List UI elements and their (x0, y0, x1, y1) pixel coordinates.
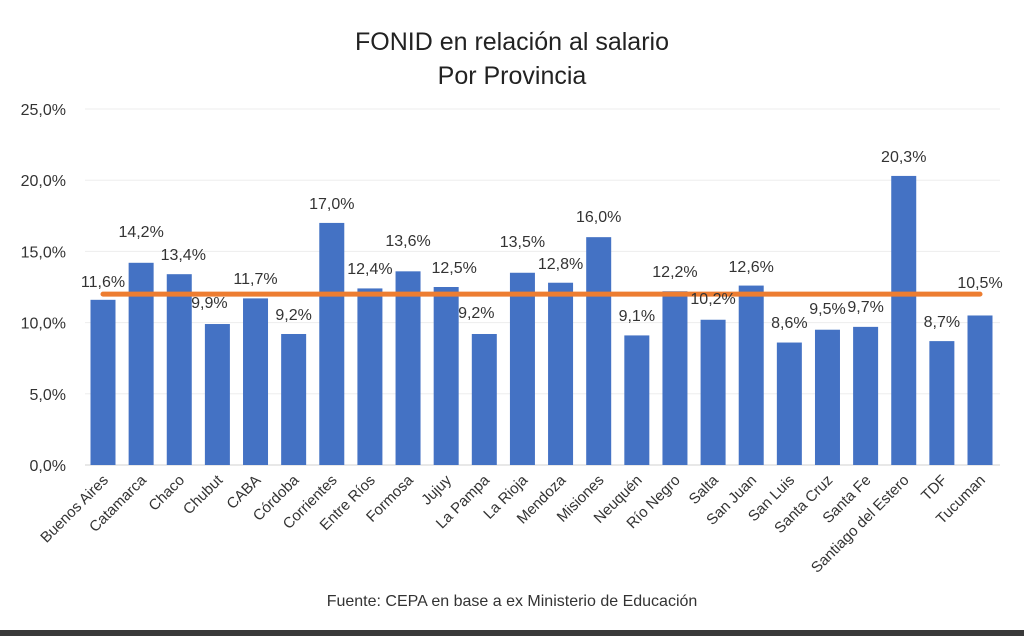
data-label: 20,3% (881, 149, 926, 166)
bar (357, 288, 383, 465)
data-labels: 11,6% 14,2% 13,4% 9,9% 11,7% 9,2% 17,0% 12,4% 13… (81, 149, 1003, 332)
bar (967, 315, 993, 465)
y-tick-label: 15,0% (21, 244, 66, 261)
bar (395, 271, 421, 465)
data-label: 13,4% (161, 247, 206, 264)
data-label: 8,7% (924, 314, 960, 331)
data-label: 14,2% (118, 224, 163, 241)
bar (243, 298, 269, 465)
data-label: 9,9% (191, 295, 227, 312)
y-axis-tick-labels: 0,0% 5,0% 10,0% 15,0% 20,0% 25,0% (21, 102, 66, 475)
y-tick-label: 0,0% (30, 458, 66, 475)
bars (90, 175, 993, 466)
data-label: 12,4% (347, 261, 392, 278)
data-label: 9,5% (809, 301, 845, 318)
bar (433, 287, 459, 465)
data-label: 16,0% (576, 209, 621, 226)
data-label: 9,1% (619, 308, 655, 325)
data-label: 9,7% (847, 299, 883, 316)
bar (776, 342, 802, 465)
bar (853, 326, 879, 465)
y-tick-label: 25,0% (21, 102, 66, 119)
data-label: 12,2% (652, 264, 697, 281)
bar (738, 285, 764, 465)
x-axis-tick-labels: Buenos AiresCatamarcaChacoChubutCABACórd… (37, 471, 989, 576)
bottom-border (0, 630, 1024, 636)
bar (814, 329, 840, 465)
bar (891, 175, 917, 466)
data-label: 10,2% (690, 291, 735, 308)
data-label: 12,8% (538, 256, 583, 273)
data-label: 11,6% (81, 274, 125, 291)
data-label: 13,5% (500, 234, 545, 251)
data-label: 13,6% (385, 233, 430, 250)
data-label: 8,6% (771, 315, 807, 332)
data-label: 11,7% (233, 271, 277, 288)
bar (548, 282, 574, 465)
bar (166, 274, 192, 465)
data-label: 10,5% (957, 275, 1002, 292)
bar (929, 341, 955, 465)
bar (90, 299, 116, 465)
data-label: 9,2% (458, 305, 494, 322)
y-tick-label: 10,0% (21, 316, 66, 333)
chart-subtitle: Por Provincia (438, 62, 587, 90)
bar (319, 222, 345, 465)
bar (281, 333, 307, 465)
source-note: Fuente: CEPA en base a ex Ministerio de … (327, 593, 698, 610)
data-label: 12,5% (431, 260, 476, 277)
data-label: 17,0% (309, 196, 354, 213)
data-label: 12,6% (729, 259, 774, 276)
x-tick-label: TDF (918, 472, 951, 505)
bar (471, 333, 497, 465)
bar (586, 237, 612, 465)
y-tick-label: 20,0% (21, 173, 66, 190)
bar (662, 291, 688, 465)
data-label: 9,2% (275, 307, 311, 324)
gridlines (85, 108, 1000, 466)
chart-title: FONID en relación al salario (355, 28, 669, 56)
bar (624, 335, 650, 465)
bar (509, 272, 535, 465)
bar (204, 324, 230, 465)
x-tick-label: Chubut (180, 471, 227, 518)
y-tick-label: 5,0% (30, 387, 66, 404)
bar (700, 319, 726, 465)
